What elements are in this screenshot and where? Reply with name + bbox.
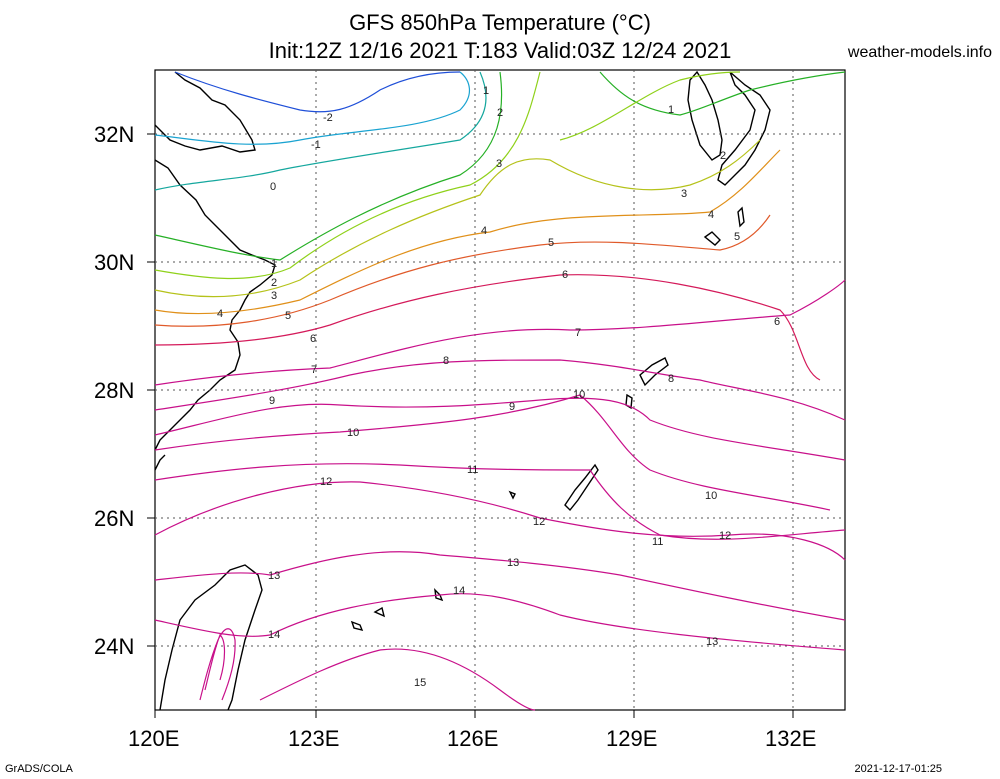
contour-label: 13 [706, 636, 718, 648]
chart-subtitle: Init:12Z 12/16 2021 T:183 Valid:03Z 12/2… [268, 38, 732, 63]
isotherm-2-west [154, 71, 541, 280]
x-tick-label: 120E [128, 726, 179, 751]
isotherms [154, 71, 846, 711]
contour-label: 13 [507, 557, 519, 569]
contour-label: 12 [533, 516, 545, 528]
isotherm-14 [154, 593, 846, 651]
contour-label: 13 [268, 570, 280, 582]
contour-label: 3 [496, 158, 502, 170]
contour-label: 11 [467, 464, 478, 476]
y-tick-label: 26N [94, 506, 134, 531]
contour-label: 3 [271, 290, 277, 302]
contour-label: 14 [268, 629, 280, 641]
contour-label: 2 [271, 277, 277, 289]
contour-label: 2 [497, 107, 503, 119]
contour-label: 8 [668, 373, 674, 385]
x-tick-label: 129E [606, 726, 657, 751]
y-tick-label: 24N [94, 634, 134, 659]
contour-label: 4 [217, 308, 223, 320]
taiwan-mountain-contours [199, 628, 236, 701]
contour-label: 10 [573, 389, 585, 401]
contour-label: -1 [311, 139, 321, 151]
isotherm-4 [154, 149, 781, 315]
contour-label: 10 [347, 427, 359, 439]
contour-label: 0 [270, 181, 276, 193]
isotherm-15 [259, 648, 536, 711]
isotherm-0 [154, 71, 487, 191]
y-tick-label: 32N [94, 122, 134, 147]
contour-label: 1 [271, 258, 277, 270]
isotherm-8 [154, 359, 846, 421]
isotherm-1-west [154, 71, 503, 261]
isotherm-6 [154, 274, 821, 381]
x-tick-label: 123E [288, 726, 339, 751]
contour-label: 8 [443, 355, 449, 367]
contour-label: 9 [509, 401, 515, 413]
isotherm-minus2 [174, 71, 461, 113]
isotherm-10 [154, 394, 831, 511]
contour-label: -2 [323, 112, 333, 124]
contour-label: 12 [320, 476, 332, 488]
chart-title: GFS 850hPa Temperature (°C) [349, 10, 651, 35]
isotherm-11 [154, 463, 846, 540]
contour-label-layer: -2 -1 0 1 1 1 2 2 2 3 3 3 4 4 4 5 5 5 6 … [217, 85, 780, 689]
x-axis: 120E 123E 126E 129E 132E [128, 710, 816, 751]
contour-label: 14 [453, 585, 465, 597]
contour-label: 6 [310, 333, 316, 345]
isotherm-minus1 [154, 71, 470, 145]
y-tick-label: 30N [94, 250, 134, 275]
contour-label: 5 [548, 237, 554, 249]
footer-left: GrADS/COLA [5, 763, 73, 775]
contour-label: 7 [311, 364, 317, 376]
contour-label: 3 [681, 188, 687, 200]
contour-label: 10 [705, 490, 717, 502]
contour-label: 4 [708, 209, 714, 221]
contour-label: 11 [652, 536, 663, 548]
isotherm-9 [154, 397, 846, 461]
isotherm-13 [154, 551, 846, 621]
isotherm-12 [154, 481, 846, 561]
contour-label: 7 [575, 327, 581, 339]
isotherm-3-west [154, 139, 761, 298]
contour-label: 2 [720, 150, 726, 162]
contour-label: 5 [734, 231, 740, 243]
y-axis: 32N 30N 28N 26N 24N [94, 122, 155, 659]
gridlines [155, 70, 845, 710]
contour-label: 15 [414, 677, 426, 689]
contour-label: 6 [774, 316, 780, 328]
site-label: weather-models.info [847, 44, 992, 61]
x-tick-label: 132E [765, 726, 816, 751]
x-tick-label: 126E [447, 726, 498, 751]
contour-label: 4 [481, 225, 487, 237]
contour-label: 1 [483, 85, 489, 97]
contour-label: 12 [719, 530, 731, 542]
isotherm-1-east [599, 71, 846, 116]
coastlines [154, 70, 771, 711]
contour-label: 9 [269, 395, 275, 407]
contour-label: 6 [562, 269, 568, 281]
isotherm-2-east [559, 71, 741, 141]
isotherm-7 [154, 279, 846, 386]
contour-label: 1 [668, 104, 674, 116]
contour-label: 5 [285, 310, 291, 322]
isotherm-5 [154, 214, 771, 327]
y-tick-label: 28N [94, 378, 134, 403]
footer-right: 2021-12-17-01:25 [854, 763, 942, 775]
